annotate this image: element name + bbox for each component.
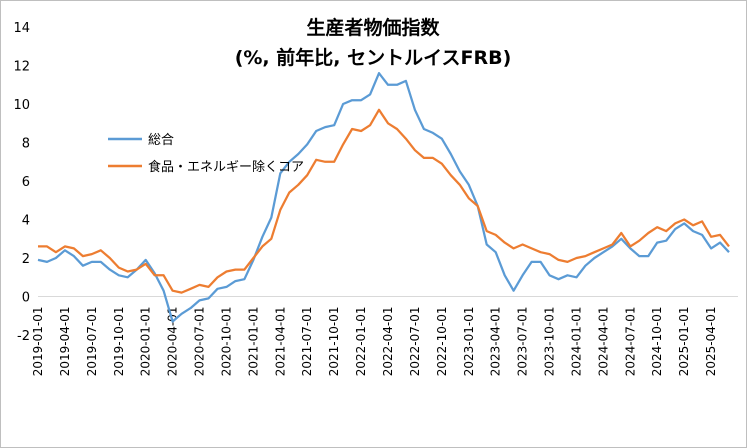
y-tick-label: 8 — [22, 137, 30, 152]
x-tick-label: 2019-04-01 — [58, 307, 72, 377]
y-tick-label: 14 — [13, 21, 30, 36]
y-tick-label: 4 — [22, 214, 30, 229]
x-tick-label: 2020-04-01 — [166, 307, 180, 377]
y-tick-labels: -2 0 2 4 6 8 10 12 14 — [13, 21, 30, 344]
x-tick-label: 2023-04-01 — [489, 307, 503, 377]
title-layer: 生産者物価指数 (%, 前年比, セントルイスFRB) — [235, 16, 512, 69]
y-tick-label: 6 — [22, 175, 30, 190]
x-tick-label: 2024-01-01 — [569, 307, 583, 377]
chart-title: 生産者物価指数 — [306, 16, 440, 39]
x-tick-labels: 2019-01-01 2019-04-01 2019-07-01 2019-10-01… — [31, 307, 718, 377]
series-line-core — [38, 108, 730, 294]
x-tick-label: 2023-07-01 — [516, 307, 530, 377]
x-tick-label: 2020-07-01 — [193, 307, 207, 377]
x-tick-label: 2019-07-01 — [85, 307, 99, 377]
x-tick-label: 2024-07-01 — [623, 307, 637, 377]
y-tick-label: 2 — [22, 252, 30, 267]
x-tick-label: 2022-10-01 — [435, 307, 449, 377]
x-tick-label: 2022-01-01 — [354, 307, 368, 377]
x-tick-label: 2024-10-01 — [650, 307, 664, 377]
x-tick-label: 2021-01-01 — [246, 307, 260, 377]
legend: 総合 食品・エネルギー除くコア — [108, 133, 304, 175]
y-tick-label: 10 — [13, 98, 30, 113]
series-layer — [37, 72, 730, 323]
x-tick-label: 2023-01-01 — [462, 307, 476, 377]
x-tick-label: 2021-10-01 — [327, 307, 341, 377]
x-tick-label: 2024-04-01 — [596, 307, 610, 377]
x-tick-label: 2022-07-01 — [408, 307, 422, 377]
legend-label-core: 食品・エネルギー除くコア — [148, 159, 304, 175]
x-tick-label: 2021-04-01 — [273, 307, 287, 377]
x-tick-label: 2020-10-01 — [219, 307, 233, 377]
series-line-total — [37, 72, 730, 323]
x-tick-label: 2020-01-01 — [139, 307, 153, 377]
x-tick-label: 2022-04-01 — [381, 307, 395, 377]
x-tick-label: 2019-01-01 — [31, 307, 45, 377]
legend-label-total: 総合 — [148, 133, 174, 148]
y-tick-label: 0 — [22, 291, 30, 306]
x-tick-label: 2021-07-01 — [300, 307, 314, 377]
x-tick-label: 2025-04-01 — [704, 307, 718, 377]
y-tick-label: -2 — [17, 329, 30, 344]
chart-subtitle: (%, 前年比, セントルイスFRB) — [235, 46, 512, 69]
x-tick-label: 2023-10-01 — [543, 307, 557, 377]
x-tick-label: 2025-01-01 — [677, 307, 691, 377]
x-tick-label: 2019-10-01 — [112, 307, 126, 377]
y-tick-label: 12 — [13, 60, 30, 75]
